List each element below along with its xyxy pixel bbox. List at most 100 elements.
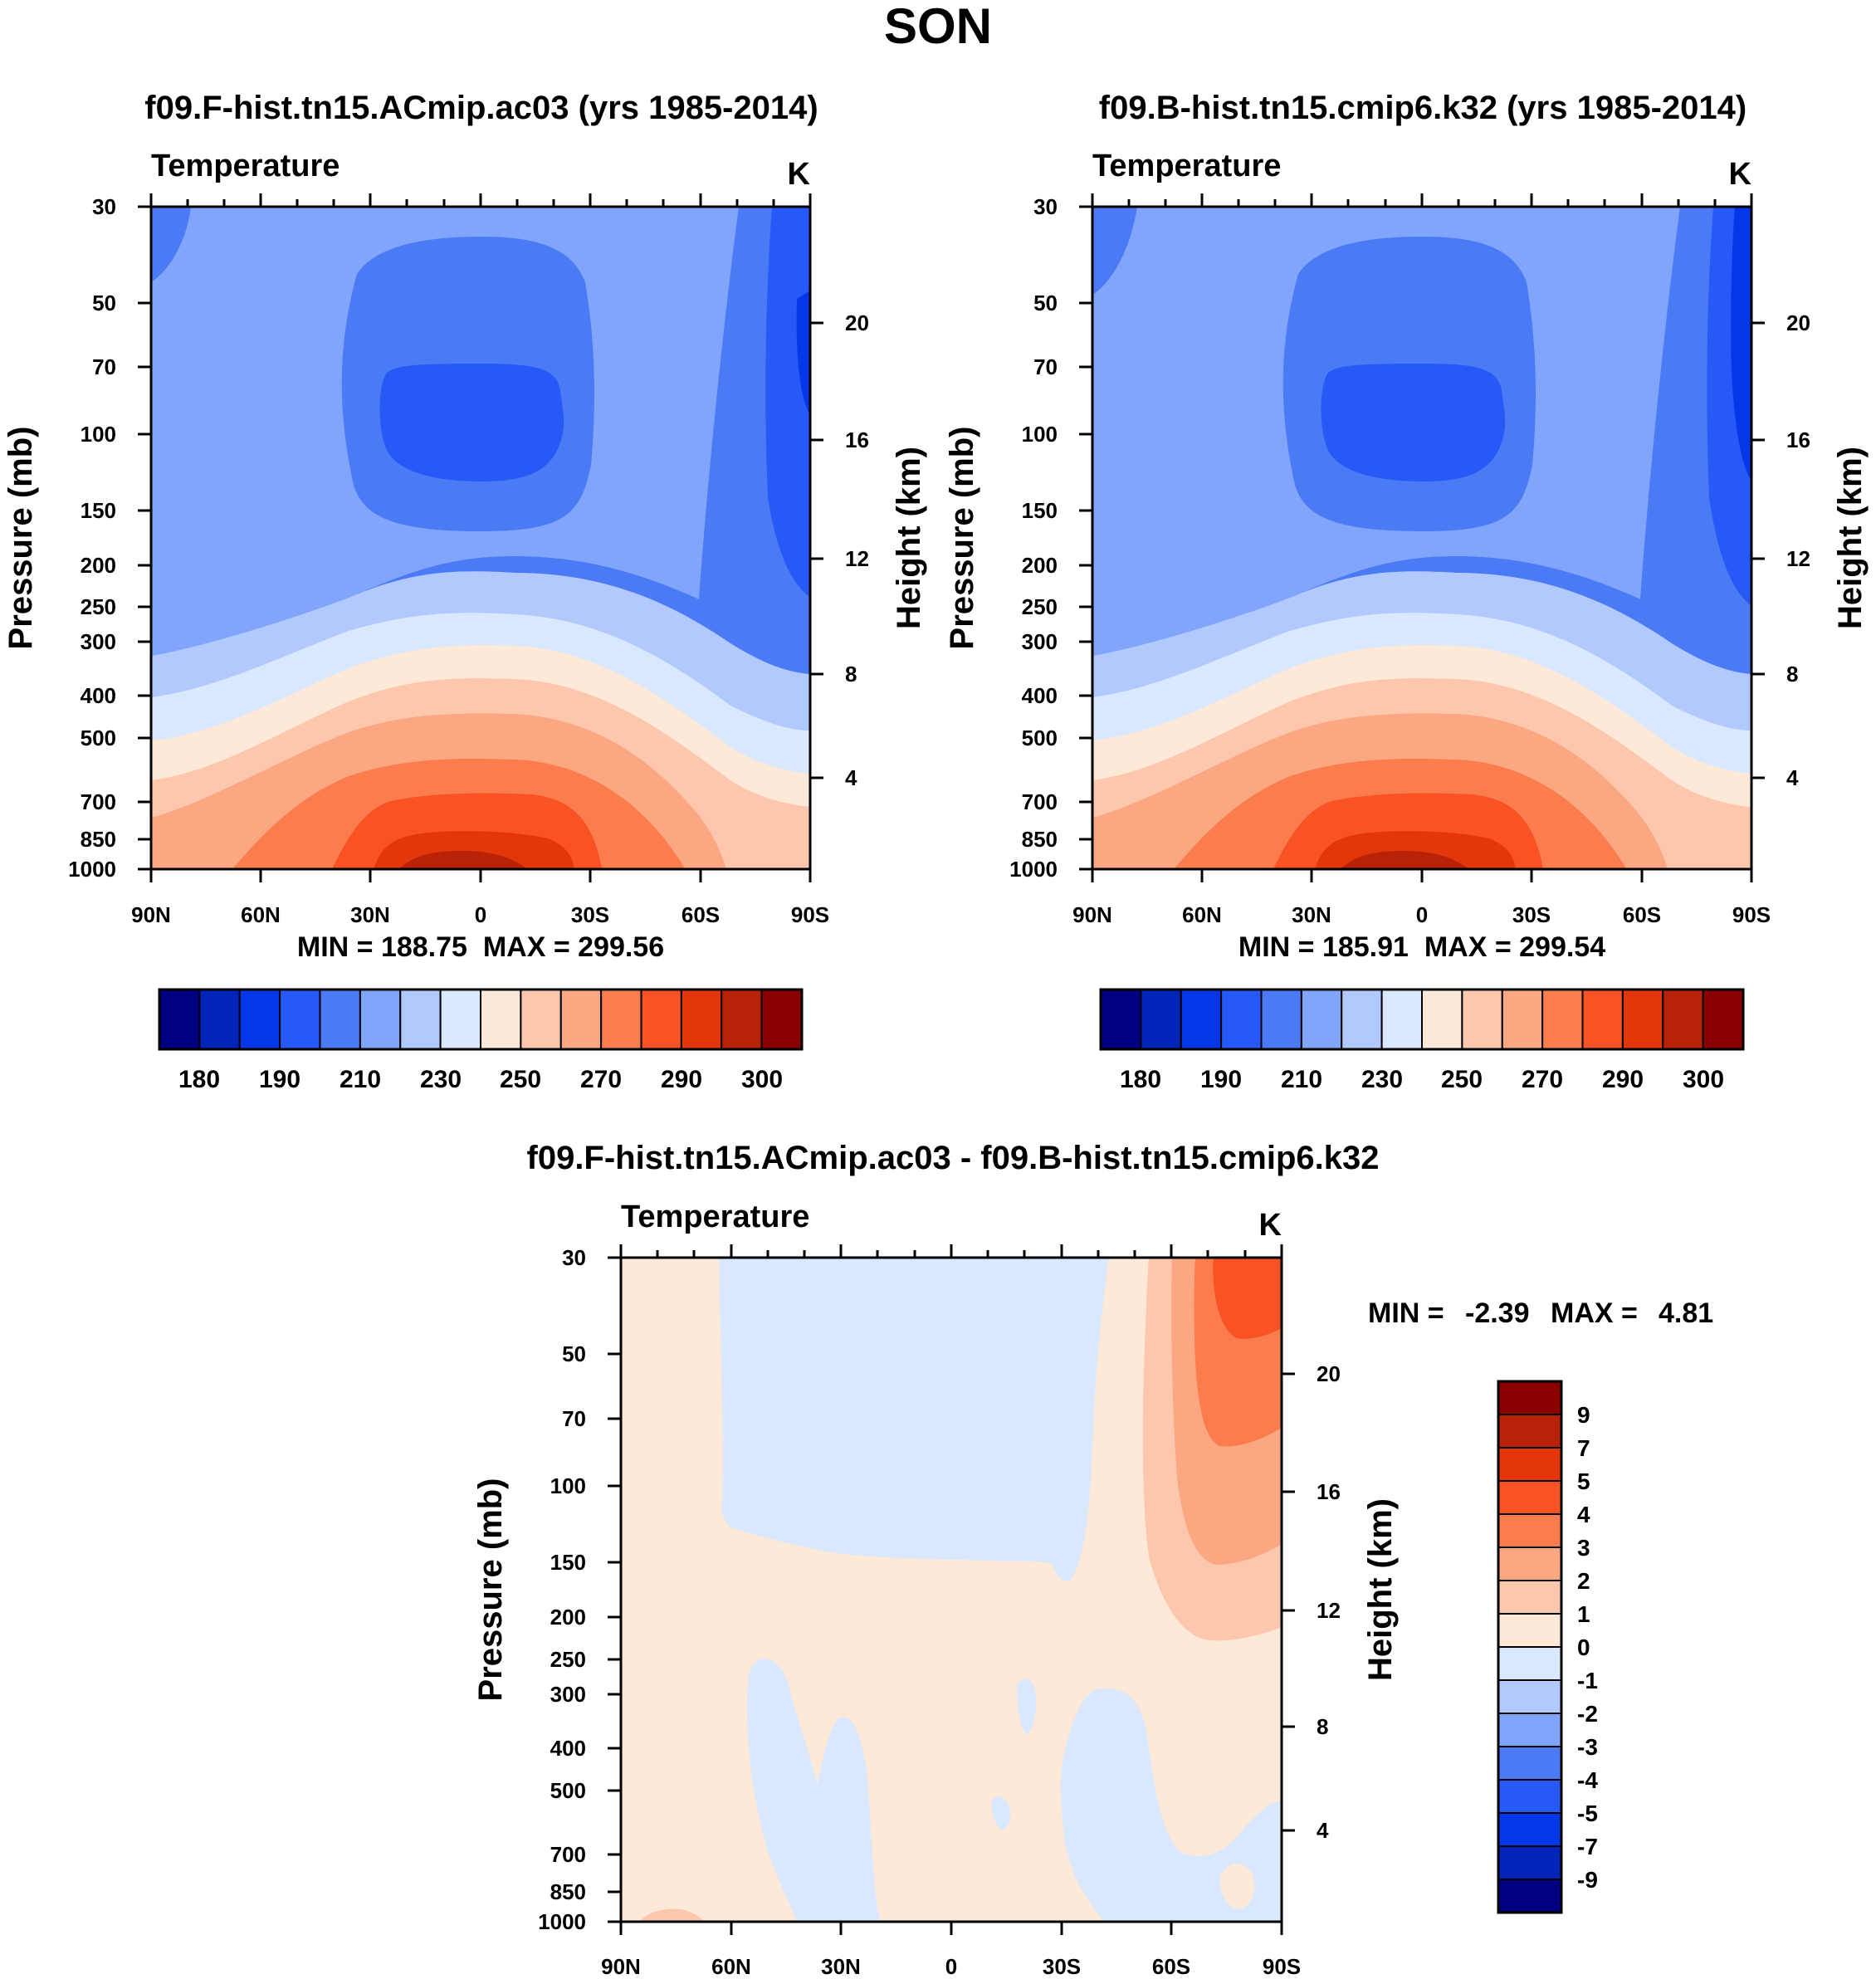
colorbar-label: 4 bbox=[1577, 1502, 1590, 1527]
panel-c-variable: Temperature bbox=[621, 1200, 809, 1234]
tick-label: 0 bbox=[475, 902, 486, 927]
colorbar-swatch bbox=[1180, 989, 1223, 1050]
contour-fill-neg1-0-nh-trop bbox=[747, 1659, 880, 1922]
colorbar-swatch bbox=[1300, 989, 1343, 1050]
contour-fill-190-sh-polar bbox=[796, 291, 810, 415]
colorbar-swatch bbox=[1260, 989, 1302, 1050]
tick-label: 400 bbox=[1022, 683, 1058, 708]
tick-label: 8 bbox=[1786, 662, 1798, 687]
tick-label: 90N bbox=[131, 902, 171, 927]
colorbar-swatch bbox=[1501, 989, 1544, 1050]
panel-b-units: K bbox=[1729, 157, 1752, 192]
colorbar-label: 230 bbox=[1361, 1066, 1403, 1093]
tick-label: 300 bbox=[81, 629, 116, 654]
panel-b-ylabel-left: Pressure (mb) bbox=[944, 427, 980, 650]
colorbar-swatch bbox=[1541, 989, 1584, 1050]
tick-label: 100 bbox=[1022, 422, 1058, 447]
tick-label: 70 bbox=[562, 1406, 586, 1431]
colorbar-swatch bbox=[1497, 1513, 1562, 1548]
colorbar-swatch bbox=[238, 989, 281, 1050]
colorbar-label: 180 bbox=[178, 1066, 220, 1093]
colorbar-swatch bbox=[198, 989, 241, 1050]
colorbar-label: 0 bbox=[1577, 1635, 1590, 1660]
tick-label: 150 bbox=[81, 498, 116, 523]
panel-a: f09.F-hist.tn15.ACmip.ac03 (yrs 1985-201… bbox=[2, 90, 927, 1093]
colorbar-label: 250 bbox=[1441, 1066, 1483, 1093]
colorbar-swatch bbox=[279, 989, 321, 1050]
panel-a-ticks bbox=[138, 193, 823, 882]
colorbar-label: 2 bbox=[1577, 1568, 1590, 1594]
colorbar-label: 300 bbox=[1683, 1066, 1724, 1093]
colorbar-swatch bbox=[721, 989, 763, 1050]
colorbar-swatch bbox=[559, 989, 603, 1050]
contour-fill-neg1-0-sh-trop bbox=[1060, 1688, 1282, 1922]
panel-a-ylabel-right: Height (km) bbox=[891, 447, 927, 629]
panel-a-stats: MIN = 188.75 MAX = 299.56 bbox=[297, 931, 664, 963]
colorbar-label: -9 bbox=[1577, 1867, 1598, 1893]
tick-label: 30S bbox=[1512, 902, 1551, 927]
tick-label: 12 bbox=[1317, 1598, 1341, 1623]
panel-c: f09.F-hist.tn15.ACmip.ac03 - f09.B-hist.… bbox=[472, 1140, 1713, 1979]
panel-c-ylabel-right: Height (km) bbox=[1362, 1498, 1399, 1681]
colorbar-swatch bbox=[1140, 989, 1182, 1050]
colorbar-label: -4 bbox=[1577, 1767, 1598, 1793]
tick-label: 150 bbox=[1022, 498, 1058, 523]
panel-b-colorbar-labels: 180 190 210 230 250 270 290 300 bbox=[1120, 1066, 1724, 1093]
tick-label: 300 bbox=[1022, 629, 1058, 654]
colorbar-swatch bbox=[1220, 989, 1263, 1050]
panel-c-lat-ticks: 90N 60N 30N 0 30S 60S 90S bbox=[601, 1954, 1301, 1979]
colorbar-swatch bbox=[1461, 989, 1503, 1050]
colorbar-label: 270 bbox=[1522, 1066, 1563, 1093]
tick-label: 8 bbox=[1317, 1714, 1328, 1739]
contour-fill-210-upper-nh bbox=[1092, 207, 1137, 295]
colorbar-swatch bbox=[520, 989, 562, 1050]
stats-max-value: 4.81 bbox=[1659, 1297, 1713, 1329]
stats-min-label: MIN = bbox=[1368, 1297, 1444, 1329]
tick-label: 4 bbox=[845, 765, 857, 790]
tick-label: 400 bbox=[81, 683, 116, 708]
tick-label: 90N bbox=[601, 1954, 641, 1979]
colorbar-swatch bbox=[1497, 1380, 1562, 1415]
colorbar-swatch bbox=[680, 989, 723, 1050]
tick-label: 90S bbox=[791, 902, 829, 927]
tick-label: 60N bbox=[711, 1954, 751, 1979]
colorbar-swatch bbox=[640, 989, 682, 1050]
colorbar-label: 210 bbox=[1281, 1066, 1322, 1093]
contour-fill-neg1-0-eq-blob2 bbox=[991, 1796, 1010, 1830]
tick-label: 1000 bbox=[68, 857, 116, 882]
colorbar-label: 3 bbox=[1577, 1535, 1590, 1561]
tick-label: 700 bbox=[550, 1842, 586, 1867]
tick-label: 1000 bbox=[538, 1909, 586, 1934]
contour-fill-4-5 bbox=[1213, 1258, 1282, 1339]
tick-label: 60N bbox=[241, 902, 281, 927]
tick-label: 90S bbox=[1732, 902, 1771, 927]
colorbar-label: 230 bbox=[420, 1066, 462, 1093]
panel-b-ticks bbox=[1079, 193, 1765, 882]
colorbar-label: 270 bbox=[580, 1066, 622, 1093]
tick-label: 500 bbox=[550, 1778, 586, 1803]
tick-label: 100 bbox=[81, 422, 116, 447]
tick-label: 16 bbox=[1317, 1479, 1341, 1504]
colorbar-swatch bbox=[1497, 1746, 1562, 1781]
colorbar-label: -3 bbox=[1577, 1734, 1598, 1760]
tick-label: 250 bbox=[81, 594, 116, 619]
tick-label: 12 bbox=[845, 546, 869, 571]
colorbar-label: 290 bbox=[661, 1066, 702, 1093]
panel-a-colorbar bbox=[159, 989, 803, 1050]
contour-fill-200-tropic bbox=[1321, 364, 1506, 481]
colorbar-label: 190 bbox=[259, 1066, 300, 1093]
panel-c-title: f09.F-hist.tn15.ACmip.ac03 - f09.B-hist.… bbox=[527, 1140, 1380, 1176]
tick-label: 50 bbox=[92, 291, 116, 315]
tick-label: 150 bbox=[550, 1550, 586, 1575]
colorbar-label: 5 bbox=[1577, 1468, 1590, 1494]
tick-label: 1000 bbox=[1009, 857, 1058, 882]
panel-b-colorbar bbox=[1100, 989, 1744, 1050]
tick-label: 500 bbox=[81, 726, 116, 750]
panel-b-lat-ticks: 90N 60N 30N 0 30S 60S 90S bbox=[1072, 902, 1771, 927]
tick-label: 60S bbox=[1152, 1954, 1190, 1979]
colorbar-swatch bbox=[1421, 989, 1463, 1050]
colorbar-label: -7 bbox=[1577, 1834, 1598, 1859]
tick-label: 100 bbox=[550, 1473, 586, 1498]
tick-label: 500 bbox=[1022, 726, 1058, 750]
panel-b-title: f09.B-hist.tn15.cmip6.k32 (yrs 1985-2014… bbox=[1099, 90, 1747, 126]
